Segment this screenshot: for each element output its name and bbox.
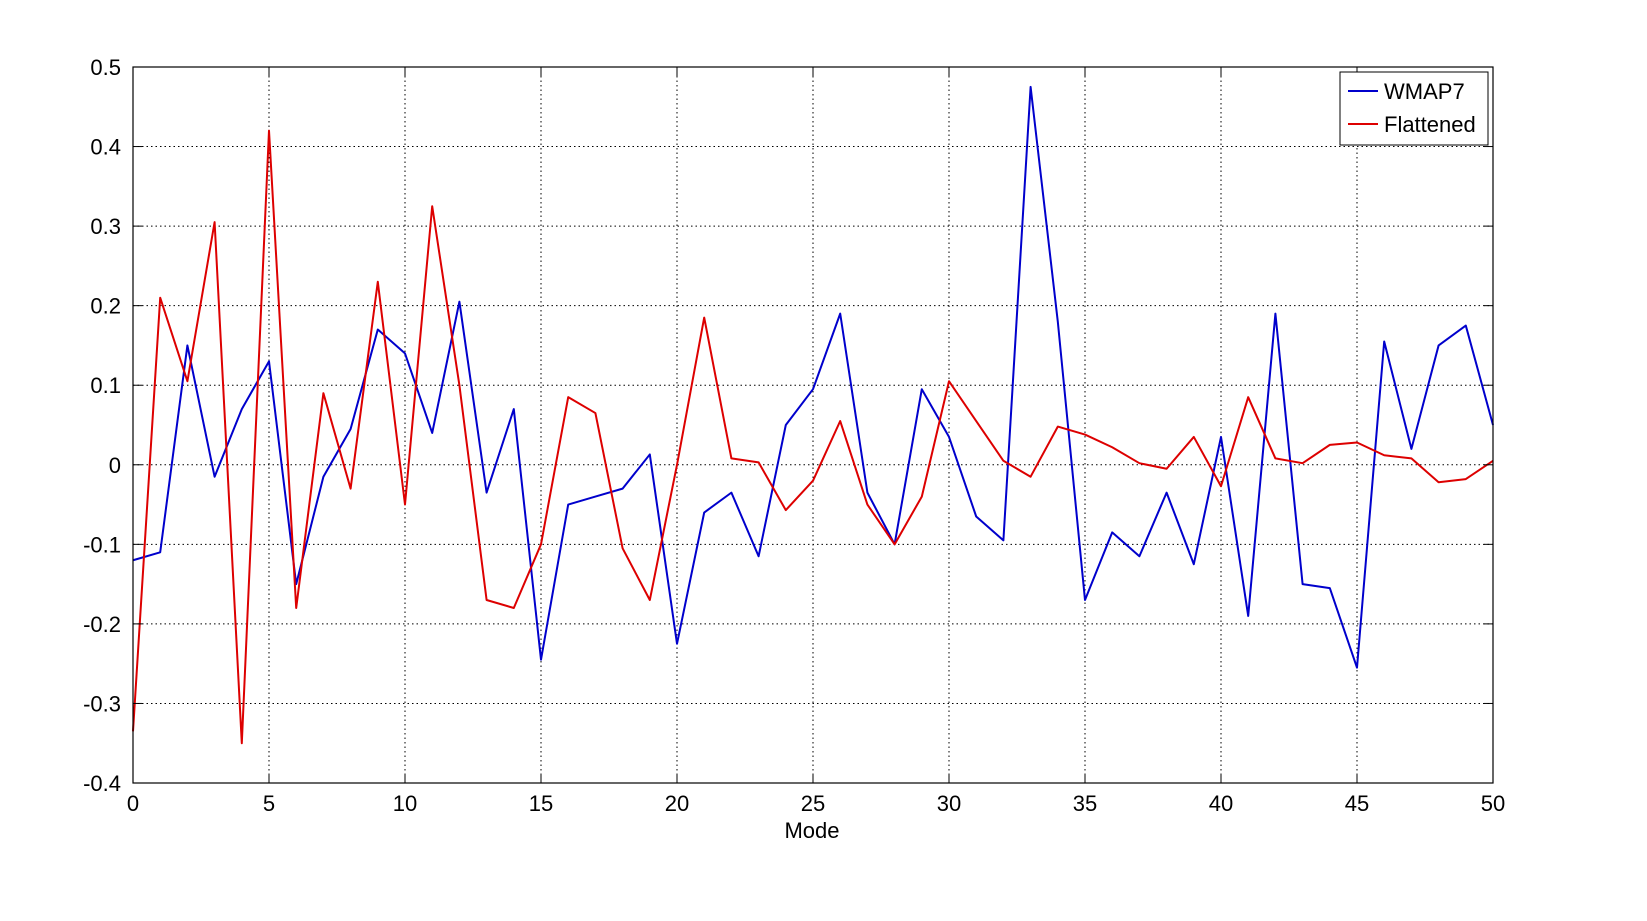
y-tick-label: -0.2 xyxy=(83,612,121,637)
legend-box xyxy=(1339,71,1489,146)
y-tick-label: 0 xyxy=(109,453,121,478)
y-tick-label: 0.5 xyxy=(90,55,121,80)
x-tick-label: 15 xyxy=(529,791,553,816)
y-tick-label: 0.4 xyxy=(90,135,121,160)
x-tick-label: 0 xyxy=(127,791,139,816)
y-tick-label: -0.4 xyxy=(83,771,121,796)
x-axis-title: Mode xyxy=(784,818,839,843)
x-tick-label: 30 xyxy=(937,791,961,816)
series-line-wmap7 xyxy=(132,85,1494,669)
axis-ticks xyxy=(132,66,1494,784)
legend-label-flattened: Flattened xyxy=(1384,112,1476,137)
legend: WMAP7 Flattened xyxy=(1339,71,1489,146)
x-tick-label: 20 xyxy=(665,791,689,816)
x-tick-label: 5 xyxy=(263,791,275,816)
y-tick-label: -0.1 xyxy=(83,532,121,557)
x-tick-label: 40 xyxy=(1209,791,1233,816)
x-tick-label: 25 xyxy=(801,791,825,816)
y-tick-label: 0.1 xyxy=(90,373,121,398)
legend-label-wmap7: WMAP7 xyxy=(1384,79,1465,104)
x-tick-label: 35 xyxy=(1073,791,1097,816)
y-tick-label: 0.2 xyxy=(90,294,121,319)
series-line-flattened xyxy=(132,129,1494,745)
x-tick-labels: 0 5 10 15 20 25 30 35 40 45 50 xyxy=(127,791,1505,816)
x-tick-label: 45 xyxy=(1345,791,1369,816)
y-tick-label: -0.3 xyxy=(83,691,121,716)
grid-lines xyxy=(133,67,1493,783)
series-lines xyxy=(132,85,1494,745)
x-tick-label: 10 xyxy=(393,791,417,816)
y-tick-labels: -0.4 -0.3 -0.2 -0.1 0 0.1 0.2 0.3 0.4 0.5 xyxy=(83,55,121,796)
x-tick-label: 50 xyxy=(1481,791,1505,816)
y-tick-label: 0.3 xyxy=(90,214,121,239)
